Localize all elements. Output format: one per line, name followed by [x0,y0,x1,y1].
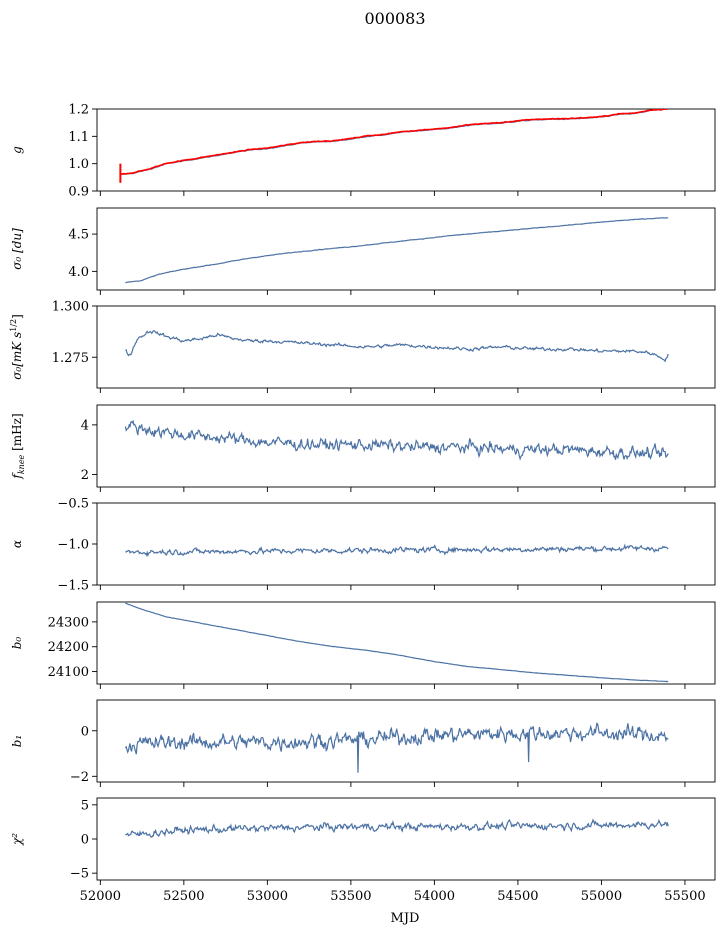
y-axis-label-main: σ₀[mK s [10,332,24,380]
y-axis-label-main: f [10,472,24,480]
y-axis-label-main: b₀ [10,637,24,650]
series-line-alpha-0 [125,543,669,558]
x-tick-label: 53000 [247,889,288,904]
x-tick-label: 55500 [664,889,705,904]
axes-frame [96,502,716,586]
series-line-sigma0_phys-0 [125,330,669,363]
panel-alpha: −1.5 −1.0 −0.5 α [10,497,716,594]
y-tick-label: 1.1 [68,130,89,145]
y-axis-label-sub: knee [17,454,26,474]
y-tick-label: 4.0 [68,265,89,280]
x-tick-label: 52000 [80,889,121,904]
y-axis-label: σ₀[mK s1/2] [9,314,24,380]
panel-b1: −2 0 b₁ [10,699,716,787]
y-tick-label: 4 [81,418,89,433]
x-tick-label: 53500 [330,889,371,904]
y-tick-label: −5 [70,867,89,882]
panel-fknee: 2 4 fknee [mHz] [10,404,716,492]
x-tick-label: 52500 [163,889,204,904]
y-axis-label: σ₀ [du] [10,228,24,270]
x-axis-label: MJD [391,911,420,926]
y-axis-label: b₁ [10,735,24,748]
y-tick-label: 1.275 [52,351,89,366]
y-axis-label-main: g [10,146,24,154]
figure-title: 000083 [364,9,425,28]
y-tick-label: 0.9 [68,185,89,200]
y-axis-label: α [10,540,24,548]
data-area [125,543,669,558]
data-area [125,217,669,284]
y-tick-label: 0 [81,833,89,848]
axes-frame [96,699,716,783]
series-line-b1-0 [124,722,669,773]
y-axis-label-end: [mHz] [10,413,24,454]
y-axis-label-main: σ₀ [du] [10,228,24,270]
y-tick-label: 1.300 [52,300,89,315]
y-axis-label: g [10,146,24,154]
axes-frame [96,601,716,685]
data-area [125,330,669,363]
y-tick-label: 4.5 [68,228,89,243]
y-axis-label-main: b₁ [10,735,24,748]
y-axis-label: fknee [mHz] [10,413,26,479]
series-line-b0-0 [125,602,669,683]
y-tick-label: 24300 [48,615,89,630]
y-tick-label: 1.2 [68,103,89,118]
series-line-g-1 [120,109,669,175]
series-line-fknee-0 [124,419,669,461]
y-axis-label-sup: 1/2 [9,319,18,332]
panel-g: 0.9 1.0 1.1 1.2 g [10,103,716,200]
x-tick-label: 55000 [581,889,622,904]
axes-frame [96,797,716,881]
y-axis-label-end: ] [10,314,24,319]
y-tick-label: 2 [81,468,89,483]
panel-chi2: −5 0 5 52000 52500 53000 53500 54000 54500 55000 5… [10,797,716,904]
y-axis-label: χ² [10,833,24,846]
y-tick-label: −1.0 [57,538,89,553]
y-tick-label: −2 [70,770,89,785]
data-area [119,109,669,183]
y-tick-label: 1.0 [68,157,89,172]
series-line-chi2-0 [125,818,669,838]
data-area [125,818,669,838]
y-axis-label-main: α [10,540,24,548]
data-area [124,722,669,773]
y-tick-label: 24100 [48,665,89,680]
y-axis-label-main: χ² [10,833,24,846]
y-tick-label: 0 [81,724,89,739]
y-tick-label: 24200 [48,640,89,655]
y-tick-label: −1.5 [57,579,89,594]
panel-sigma0_phys: 1.275 1.300 σ₀[mK s1/2] [9,300,716,393]
y-tick-label: 5 [81,798,89,813]
data-area [125,602,669,683]
y-axis-label: b₀ [10,637,24,650]
x-tick-label: 54000 [414,889,455,904]
axes-frame [96,207,716,291]
y-tick-label: −0.5 [57,497,89,512]
panel-sigma0: 4.0 4.5 σ₀ [du] [10,207,716,295]
axes-frame [96,404,716,488]
x-tick-label: 54500 [497,889,538,904]
axes-frame [96,108,716,192]
panel-b0: 24100 24200 24300 b₀ [10,601,716,689]
data-area [124,419,669,461]
axes-frame [96,305,716,389]
series-line-sigma0-0 [125,217,669,284]
